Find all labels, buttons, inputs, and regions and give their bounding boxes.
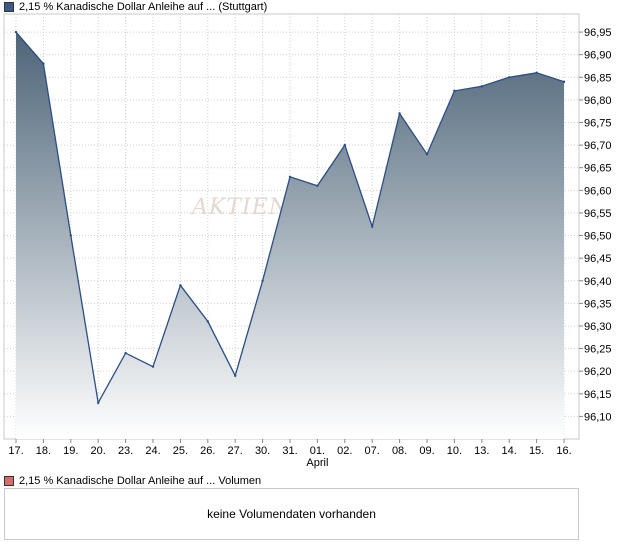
price-point [398, 112, 401, 115]
x-tick-label: 01. [310, 445, 325, 457]
y-tick-label: 96,50 [584, 231, 612, 243]
y-tick-label: 96,25 [584, 344, 612, 356]
volume-panel: keine Volumendaten vorhanden [4, 488, 579, 540]
y-tick-label: 96,90 [584, 50, 612, 62]
price-point [371, 225, 374, 228]
y-tick-label: 96,30 [584, 321, 612, 333]
price-point [425, 152, 429, 156]
x-tick-label: 13. [474, 445, 489, 457]
y-tick-label: 96,80 [584, 95, 612, 107]
y-tick-label: 96,55 [584, 208, 612, 220]
y-tick-label: 96,45 [584, 253, 612, 265]
price-area [16, 32, 564, 439]
price-point [151, 365, 155, 368]
price-point [206, 320, 209, 323]
y-tick-label: 96,10 [584, 411, 612, 423]
x-tick-label: 15. [529, 445, 544, 457]
x-tick-label: 07. [365, 445, 380, 457]
volume-legend: 2,15 % Kanadische Dollar Anleihe auf ...… [4, 474, 261, 488]
price-point [42, 62, 45, 65]
volume-legend-swatch [4, 476, 14, 486]
x-tick-label: 18. [36, 445, 51, 457]
x-tick-label: 08. [392, 445, 407, 457]
price-legend-swatch [4, 2, 14, 12]
x-axis-group-label: April [306, 457, 328, 469]
y-tick-label: 96,65 [584, 163, 612, 175]
price-point [453, 89, 456, 93]
x-tick-label: 27. [228, 445, 243, 457]
x-tick-label: 31. [282, 445, 297, 457]
price-point [535, 71, 538, 74]
price-point [69, 234, 73, 237]
x-tick-label: 23. [118, 445, 133, 457]
x-axis: 17. 18. 19. 20. 23. 24. 25. 26. 27. 30. 31. 01. 02. 0… [8, 439, 572, 457]
price-point [316, 184, 319, 188]
y-tick-label: 96,85 [584, 72, 612, 84]
x-tick-label: 24. [145, 445, 160, 457]
price-point [261, 279, 264, 282]
x-tick-label: 20. [91, 445, 106, 457]
price-legend: 2,15 % Kanadische Dollar Anleihe auf ...… [4, 0, 267, 14]
x-tick-label: 02. [337, 445, 352, 457]
price-point [343, 143, 346, 147]
y-tick-label: 96,70 [584, 140, 612, 152]
y-axis: 96,10 96,15 96,20 96,25 96,30 96,35 96,40 96,45… [579, 27, 612, 423]
y-tick-label: 96,75 [584, 118, 612, 130]
price-point [562, 80, 566, 84]
price-chart: AKTIEN 96,1096,1596,2096,2596,3096,3596,… [3, 13, 612, 469]
price-legend-label: 2,15 % Kanadische Dollar Anleihe auf ...… [19, 1, 268, 13]
volume-legend-label: 2,15 % Kanadische Dollar Anleihe auf ...… [19, 475, 262, 487]
x-tick-label: 17. [8, 445, 23, 457]
x-tick-label: 14. [502, 445, 517, 457]
price-point [234, 374, 237, 377]
x-tick-label: 16. [556, 445, 571, 457]
x-tick-label: 30. [255, 445, 270, 457]
price-point [124, 351, 127, 355]
x-tick-label: 19. [63, 445, 78, 457]
y-tick-label: 96,40 [584, 276, 612, 288]
price-point [288, 175, 292, 178]
y-tick-label: 96,95 [584, 27, 612, 39]
price-point [179, 284, 182, 287]
price-point [97, 401, 100, 405]
x-tick-label: 10. [447, 445, 462, 457]
y-tick-label: 96,15 [584, 389, 612, 401]
watermark: AKTIEN [190, 195, 289, 220]
volume-empty-message: keine Volumendaten vorhanden [207, 507, 376, 521]
x-tick-label: 26. [200, 445, 215, 457]
price-point [480, 85, 483, 88]
x-tick-label: 09. [419, 445, 434, 457]
y-tick-label: 96,60 [584, 185, 612, 197]
x-tick-label: 25. [173, 445, 188, 457]
price-point [508, 76, 511, 79]
y-tick-label: 96,35 [584, 298, 612, 310]
y-tick-label: 96,20 [584, 366, 612, 378]
price-point [14, 30, 18, 34]
